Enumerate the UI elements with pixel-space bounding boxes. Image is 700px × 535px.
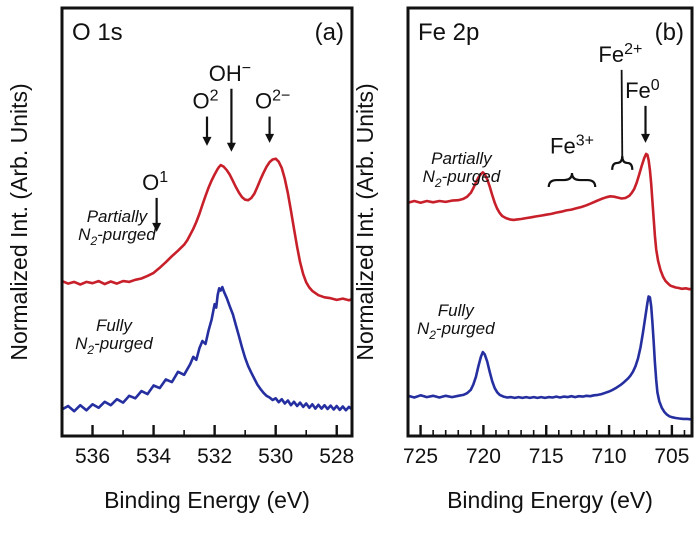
o1s-partially-purged-curve — [60, 157, 354, 302]
annotation-a-1-label: O2 — [192, 88, 218, 114]
x-axis-label-b: Binding Energy (eV) — [447, 487, 653, 513]
panel-title-b: Fe 2p — [418, 19, 479, 46]
annotation-a-0-arrow-head — [152, 222, 162, 232]
y-axis-label-b: Normalized Int. (Arb. Units) — [352, 83, 378, 360]
annotation-b-0-label: Fe3+ — [550, 133, 594, 159]
annotation-a-0-label: O1 — [142, 169, 168, 195]
x-tick-label: 536 — [75, 445, 110, 468]
x-tick-label: 725 — [403, 445, 438, 468]
o1s-partially-purged-label-line2: N2-purged — [78, 225, 156, 248]
x-tick-label: 715 — [529, 445, 564, 468]
annotation-a-3-arrow-head — [265, 133, 275, 143]
fe2p-fully-purged-label-line2: N2-purged — [417, 319, 495, 342]
fe2p-fully-purged-label-line1: Fully — [438, 301, 475, 320]
fe2p-fully-purged-curve — [406, 295, 693, 421]
annotation-b-1-brace — [611, 155, 634, 170]
x-tick-label: 720 — [466, 445, 501, 468]
x-tick-label: 710 — [592, 445, 627, 468]
fe2p-partially-purged-label-line2: N2-purged — [423, 167, 501, 190]
annotation-a-1: O2 — [192, 88, 219, 146]
frame-a — [60, 6, 354, 438]
x-tick-label: 534 — [136, 445, 171, 468]
annotation-b-1: Fe2+ — [598, 41, 642, 170]
annotation-b-1-label: Fe2+ — [598, 41, 642, 67]
panel-a: PartiallyN2-purgedFullyN2-purgedO1O2OH−O… — [6, 6, 354, 513]
o1s-fully-purged-curve — [60, 285, 354, 413]
annotation-b-1-line — [620, 69, 624, 156]
annotation-a-2-label: OH− — [209, 60, 251, 86]
annotation-b-2-label: Fe0 — [625, 77, 660, 103]
x-tick-label: 532 — [197, 445, 232, 468]
annotation-a-2-arrow-head — [226, 142, 236, 152]
panel-letter-a: (a) — [315, 19, 344, 46]
x-axis-label-a: Binding Energy (eV) — [104, 487, 310, 513]
o1s-fully-purged-label-line1: Fully — [96, 316, 133, 335]
panel-b: PartiallyN2-purgedFullyN2-purgedFe3+Fe2+… — [352, 6, 694, 513]
fe2p-partially-purged-curve — [406, 152, 694, 291]
annotation-b-2: Fe0 — [625, 77, 660, 143]
annotation-a-2: OH− — [209, 60, 251, 152]
x-tick-label: 528 — [319, 445, 354, 468]
frame-b — [406, 6, 694, 438]
panel-letter-b: (b) — [655, 19, 684, 46]
fe2p-partially-purged-label-line1: Partially — [431, 149, 493, 168]
annotation-a-0: O1 — [142, 169, 168, 232]
x-tick-label: 530 — [258, 445, 293, 468]
annotation-a-3-label: O2− — [255, 88, 290, 114]
annotation-b-0-brace — [547, 172, 597, 188]
o1s-partially-purged-label-line1: Partially — [87, 207, 149, 226]
annotation-a-1-arrow-head — [202, 136, 212, 146]
annotation-b-2-arrow-head — [641, 133, 651, 143]
annotation-b-0: Fe3+ — [547, 133, 597, 188]
panel-title-a: O 1s — [72, 19, 123, 46]
annotation-a-3: O2− — [255, 88, 290, 143]
x-tick-label: 705 — [654, 445, 689, 468]
o1s-fully-purged-label-line2: N2-purged — [75, 334, 153, 357]
y-axis-label-a: Normalized Int. (Arb. Units) — [6, 83, 32, 360]
